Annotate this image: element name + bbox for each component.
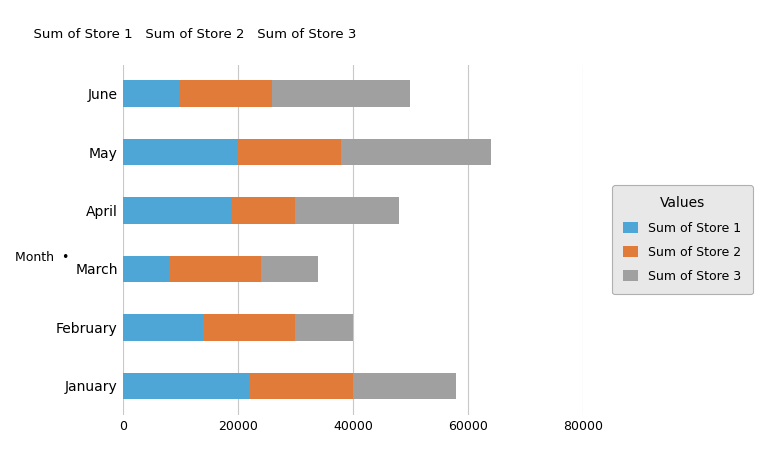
Legend: Sum of Store 1, Sum of Store 2, Sum of Store 3: Sum of Store 1, Sum of Store 2, Sum of S… xyxy=(612,185,752,294)
Bar xyxy=(123,139,238,165)
Bar xyxy=(353,372,456,399)
Bar xyxy=(123,197,232,224)
Bar xyxy=(123,81,180,107)
Bar xyxy=(272,81,410,107)
Bar xyxy=(123,372,249,399)
Bar xyxy=(123,314,203,341)
Bar xyxy=(238,139,341,165)
Bar xyxy=(261,256,318,282)
Text: Month  •: Month • xyxy=(15,250,69,264)
Bar xyxy=(249,372,353,399)
Text: Sum of Store 1   Sum of Store 2   Sum of Store 3: Sum of Store 1 Sum of Store 2 Sum of Sto… xyxy=(25,28,365,41)
Bar xyxy=(295,197,399,224)
Bar xyxy=(203,314,295,341)
Bar xyxy=(180,81,272,107)
Bar xyxy=(295,314,353,341)
Bar xyxy=(169,256,261,282)
Bar xyxy=(232,197,295,224)
Bar xyxy=(123,256,169,282)
Bar xyxy=(341,139,491,165)
